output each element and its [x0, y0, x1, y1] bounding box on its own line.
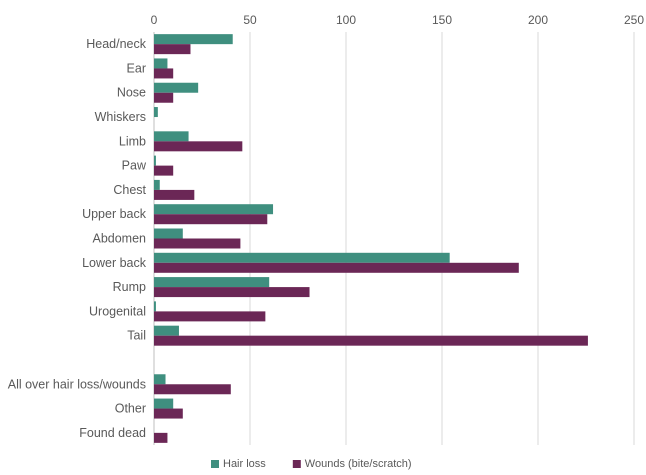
category-label: Tail [127, 329, 146, 343]
bar-wounds [154, 262, 519, 273]
bar-hair-loss [154, 277, 270, 288]
x-tick-label: 250 [624, 13, 644, 27]
bar-hair-loss [154, 228, 183, 239]
category-label: Lower back [82, 256, 147, 270]
bar-wounds [154, 68, 174, 79]
legend-label-wounds: Wounds (bite/scratch) [305, 458, 412, 470]
legend-swatch-wounds [292, 460, 301, 468]
bar-hair-loss [154, 131, 189, 142]
bar-wounds [154, 165, 174, 176]
bar-hair-loss [154, 374, 166, 385]
x-tick-label: 150 [432, 13, 452, 27]
bar-wounds [154, 384, 231, 395]
category-label: Rump [113, 280, 146, 294]
category-label: Limb [119, 134, 146, 148]
category-label: Whiskers [95, 110, 146, 124]
category-label: Ear [127, 61, 146, 75]
bar-wounds [154, 335, 588, 346]
bar-hair-loss [154, 398, 174, 409]
category-label: All over hair loss/wounds [8, 377, 146, 391]
bar-hair-loss [154, 204, 274, 215]
bar-wounds [154, 141, 243, 152]
legend-label-hair-loss: Hair loss [223, 458, 266, 470]
bar-hair-loss [154, 179, 160, 190]
category-label: Nose [117, 86, 146, 100]
bar-wounds [154, 432, 168, 443]
bar-wounds [154, 214, 268, 225]
legend-swatch-hair-loss [211, 460, 219, 468]
bar-hair-loss [154, 82, 199, 93]
x-tick-label: 0 [151, 13, 158, 27]
category-label: Abdomen [92, 232, 146, 246]
legend: Hair loss Wounds (bite/scratch) [211, 458, 412, 470]
bar-hair-loss [154, 252, 450, 263]
bar-wounds [154, 408, 183, 419]
bar-wounds [154, 238, 241, 249]
bar-wounds [154, 189, 195, 200]
bar-wounds [154, 92, 174, 103]
category-label: Found dead [79, 426, 146, 440]
category-label: Head/neck [86, 37, 147, 51]
bar-hair-loss [154, 58, 168, 69]
x-axis-ticks: 0 50 100 150 200 250 [151, 13, 645, 27]
bar-wounds [154, 287, 310, 298]
bar-wounds [154, 311, 266, 322]
x-tick-label: 50 [243, 13, 257, 27]
category-label: Other [115, 402, 146, 416]
category-label: Chest [113, 183, 146, 197]
bar-wounds [154, 44, 191, 55]
bar-hair-loss [154, 34, 233, 45]
bar-hair-loss [154, 107, 158, 118]
x-tick-label: 100 [336, 13, 356, 27]
x-tick-label: 200 [528, 13, 548, 27]
bar-hair-loss [154, 301, 156, 312]
category-label: Paw [122, 159, 147, 173]
category-axis: Head/neck Ear Nose Whiskers Limb Paw Chest Uppe… [8, 37, 147, 440]
bar-hair-loss [154, 325, 179, 336]
category-label: Upper back [82, 207, 147, 221]
category-label: Urogenital [89, 304, 146, 318]
bars [154, 34, 588, 443]
bar-hair-loss [154, 155, 156, 166]
